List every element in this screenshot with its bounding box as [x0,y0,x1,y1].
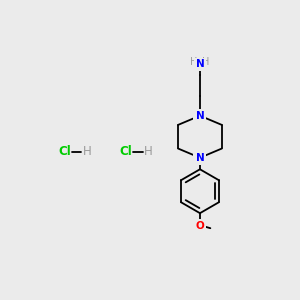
Text: Cl: Cl [120,145,132,158]
Text: H: H [202,57,209,67]
Text: N: N [196,111,204,121]
Text: N: N [196,59,204,69]
Text: H: H [190,57,198,67]
Text: O: O [196,221,204,231]
Text: H: H [82,145,91,158]
Text: H: H [144,145,152,158]
Text: N: N [196,153,204,163]
Text: Cl: Cl [58,145,71,158]
